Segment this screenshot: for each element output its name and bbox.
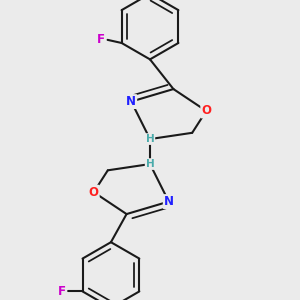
Text: F: F [97,33,105,46]
Text: F: F [58,285,66,298]
Text: N: N [126,95,136,108]
Text: O: O [89,186,99,199]
Text: N: N [164,195,174,208]
Text: O: O [201,104,211,117]
Text: H: H [146,134,154,144]
Text: H: H [146,159,154,169]
